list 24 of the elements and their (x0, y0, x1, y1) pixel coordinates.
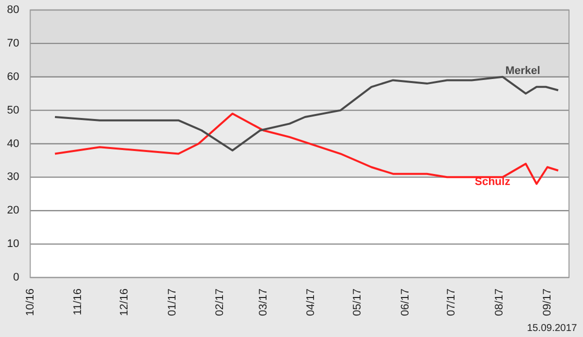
x-tick-label: 07/17 (446, 288, 458, 316)
y-tick-label: 20 (6, 204, 20, 217)
x-tick-label: 02/17 (214, 288, 226, 316)
series-label: Merkel (505, 64, 540, 77)
x-tick-label: 09/17 (541, 288, 554, 316)
x-tick-label: 01/17 (166, 288, 178, 316)
x-tick-label: 11/16 (72, 288, 84, 316)
y-tick-label: 30 (6, 171, 20, 184)
y-tick-label: 70 (6, 37, 20, 50)
x-tick-label: 04/17 (305, 288, 318, 316)
x-tick-label: 10/16 (24, 288, 36, 316)
y-tick-label: 50 (6, 104, 20, 116)
text: 15.09.2017 (526, 322, 578, 334)
y-tick-label: 10 (6, 238, 20, 250)
series-label: Schulz (474, 176, 511, 188)
y-tick-label: 60 (6, 70, 20, 83)
x-tick-label: 03/17 (257, 288, 270, 316)
y-tick-label: 80 (6, 4, 20, 16)
x-tick-label: 08/17 (494, 288, 506, 316)
x-tick-label: 12/16 (118, 288, 130, 316)
y-tick-label: 0 (13, 272, 20, 284)
x-tick-label: 05/17 (352, 288, 364, 316)
x-tick-label: 06/17 (399, 288, 412, 316)
y-tick-label: 40 (6, 138, 20, 150)
